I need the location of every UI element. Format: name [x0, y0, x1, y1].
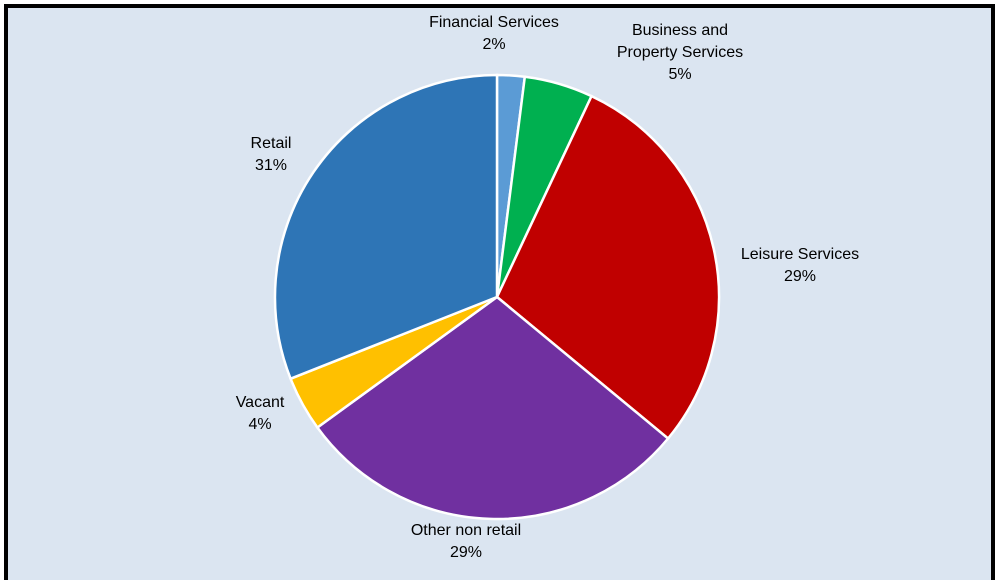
slice-label-other-non-retail: Other non retail 29% — [411, 522, 521, 561]
pie-slice-other-non-retail — [315, 295, 670, 521]
slice-label-financial-services: Financial Services 2% — [429, 14, 559, 53]
pie-slice-retail — [273, 73, 499, 381]
slice-label-retail: Retail 31% — [251, 135, 292, 174]
pie-slice-leisure-services — [495, 94, 721, 441]
slice-label-business-and-property-services: Business and Property Services 5% — [617, 22, 743, 83]
slice-label-leisure-services: Leisure Services 29% — [741, 246, 859, 285]
slice-label-vacant: Vacant 4% — [236, 394, 285, 433]
